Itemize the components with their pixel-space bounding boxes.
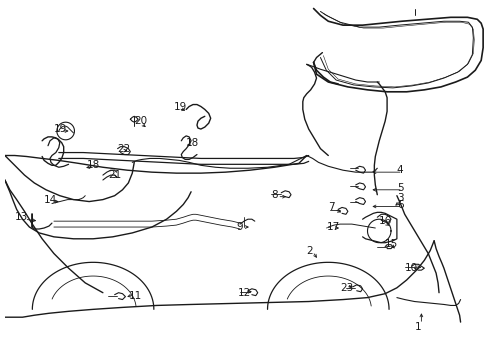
Text: 10: 10 <box>404 263 417 273</box>
Text: 5: 5 <box>396 183 403 193</box>
Text: 17: 17 <box>325 222 339 232</box>
Text: 1: 1 <box>414 322 420 332</box>
Text: 21: 21 <box>107 170 121 180</box>
Text: 19: 19 <box>173 102 186 112</box>
Text: 7: 7 <box>327 202 334 212</box>
Text: 11: 11 <box>128 291 142 301</box>
Text: 6: 6 <box>396 199 403 210</box>
Text: 23: 23 <box>339 283 352 293</box>
Text: 18: 18 <box>87 160 100 170</box>
Text: 22: 22 <box>117 144 131 154</box>
Text: 4: 4 <box>396 165 403 175</box>
Text: 9: 9 <box>236 222 243 232</box>
Text: 14: 14 <box>44 195 57 204</box>
Text: 16: 16 <box>379 216 392 226</box>
Text: 15: 15 <box>385 239 398 249</box>
Text: 19: 19 <box>54 124 67 134</box>
Text: 2: 2 <box>306 246 313 256</box>
Text: 13: 13 <box>15 212 28 222</box>
Text: 12: 12 <box>238 288 251 298</box>
Text: 18: 18 <box>186 138 199 148</box>
Text: 8: 8 <box>271 190 278 200</box>
Text: 20: 20 <box>134 116 147 126</box>
Text: 3: 3 <box>396 193 403 203</box>
